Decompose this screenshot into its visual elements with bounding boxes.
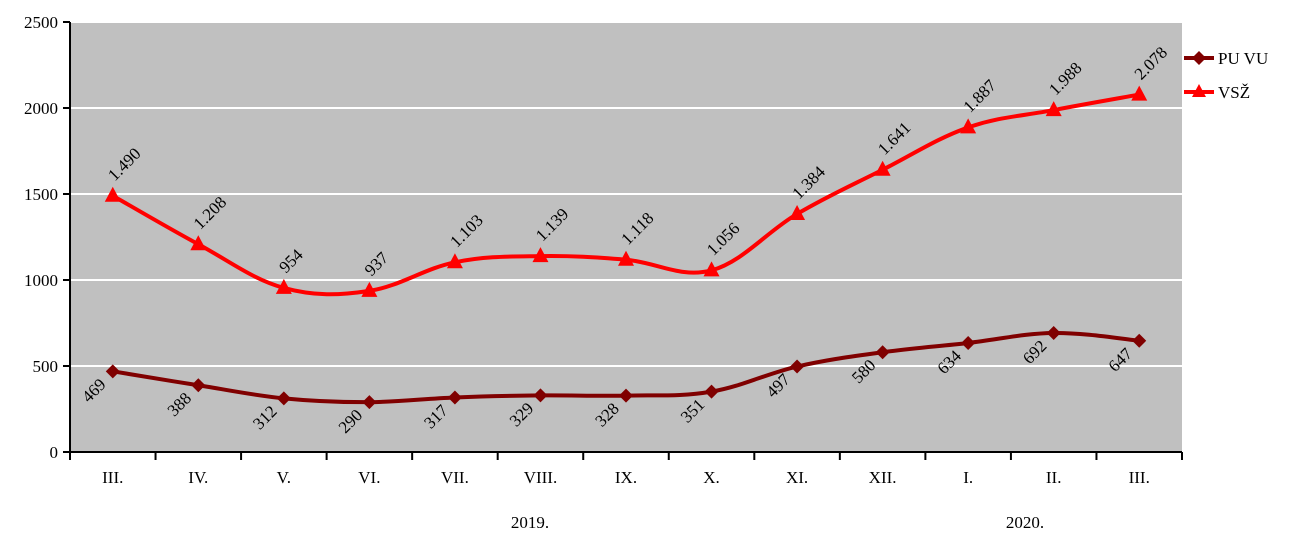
x-tick-label: I. — [963, 468, 973, 487]
data-point-triangle — [532, 247, 549, 263]
y-tick-label: 500 — [33, 357, 59, 376]
x-tick-label: III. — [1129, 468, 1150, 487]
data-point-diamond — [1132, 333, 1147, 348]
legend-marker-diamond — [1192, 51, 1206, 65]
y-tick-label: 1000 — [24, 271, 58, 290]
x-tick-label: XII. — [869, 468, 897, 487]
data-point-triangle — [789, 204, 806, 220]
x-tick-label: XI. — [786, 468, 808, 487]
data-point-diamond — [1046, 325, 1061, 340]
data-point-diamond — [533, 388, 548, 403]
data-point-diamond — [704, 384, 719, 399]
y-tick-label: 2000 — [24, 99, 58, 118]
data-point-triangle — [190, 235, 207, 251]
y-tick-label: 2500 — [24, 13, 58, 32]
x-tick-label: VII. — [441, 468, 469, 487]
data-point-triangle — [874, 160, 891, 176]
data-point-triangle — [446, 253, 463, 269]
legend-item-pu-vu: PU VU — [1184, 49, 1268, 68]
axes — [69, 22, 1182, 453]
y-axis-ticks: 0 500 1000 1500 2000 2500 — [24, 13, 70, 462]
data-point-diamond — [362, 395, 377, 410]
data-point-triangle — [275, 278, 292, 294]
x-tick-label: III. — [102, 468, 123, 487]
year-label-2020: 2020. — [1006, 513, 1044, 532]
x-tick-label: X. — [703, 468, 720, 487]
legend-label-pu-vu: PU VU — [1218, 49, 1268, 68]
legend: PU VU VSŽ — [1184, 49, 1268, 102]
data-point-diamond — [961, 335, 976, 350]
series-lines — [104, 85, 1148, 410]
data-point-diamond — [447, 390, 462, 405]
data-point-triangle — [1131, 85, 1148, 101]
data-point-diamond — [875, 345, 890, 360]
x-tick-label: VIII. — [524, 468, 558, 487]
data-point-triangle — [361, 281, 378, 297]
data-point-diamond — [790, 359, 805, 374]
y-tick-label: 1500 — [24, 185, 58, 204]
x-tick-label: VI. — [358, 468, 380, 487]
x-axis-ticks: III. IV. V. VI. VII. VIII. IX. X. XI. XII. I. II. II… — [69, 452, 1183, 487]
gridlines — [70, 21, 1182, 367]
data-point-diamond — [105, 364, 120, 379]
year-labels: 2019. 2020. — [511, 513, 1044, 532]
legend-item-vsz: VSŽ — [1184, 83, 1250, 102]
data-point-triangle — [104, 186, 121, 202]
y-tick-label: 0 — [50, 443, 59, 462]
x-tick-label: IV. — [188, 468, 208, 487]
data-point-triangle — [960, 118, 977, 134]
data-point-triangle — [1045, 101, 1062, 117]
x-tick-label: V. — [277, 468, 291, 487]
plot-area — [70, 22, 1182, 452]
legend-marker-triangle — [1192, 84, 1206, 97]
legend-label-vsz: VSŽ — [1218, 83, 1250, 102]
x-tick-label: IX. — [615, 468, 637, 487]
data-point-diamond — [191, 378, 206, 393]
data-point-triangle — [618, 250, 634, 266]
year-label-2019: 2019. — [511, 513, 549, 532]
data-point-triangle — [703, 261, 720, 277]
data-point-diamond — [276, 391, 291, 406]
x-tick-label: II. — [1046, 468, 1062, 487]
data-point-diamond — [619, 388, 633, 403]
